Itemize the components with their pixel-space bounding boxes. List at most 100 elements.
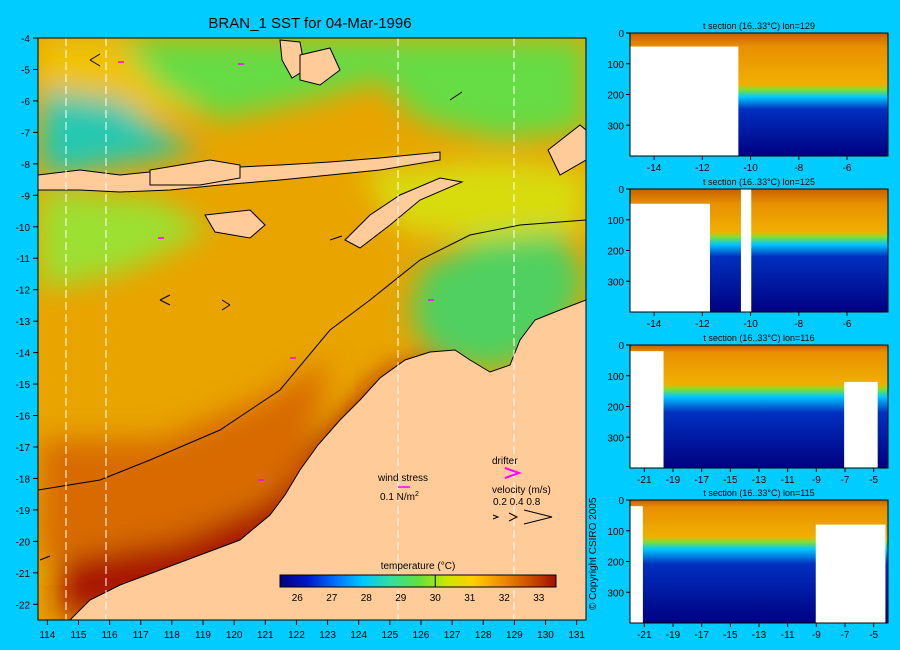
velocity-legend-arrows	[492, 509, 553, 525]
sst-cyan-zone	[40, 90, 200, 175]
colorbar-tick-label: 30	[430, 593, 442, 604]
section-x-tick-label: -17	[694, 630, 709, 641]
velocity-values: 0.2 0.4 0.8	[493, 497, 541, 508]
y-tick-label: -20	[16, 537, 31, 548]
y-tick-label: -12	[16, 286, 31, 297]
section-x-tick-label: -13	[752, 630, 767, 641]
x-tick-label: 126	[413, 630, 430, 641]
colorbar-ramp	[279, 574, 557, 588]
x-tick-label: 120	[226, 630, 243, 641]
section-y-tick-label: 300	[607, 121, 624, 132]
section-x-tick-label: -14	[647, 163, 662, 174]
section-x-tick-label: -7	[841, 475, 850, 486]
x-tick-label: 125	[381, 630, 398, 641]
section-land-mask	[740, 189, 752, 312]
y-tick-label: -15	[16, 380, 31, 391]
section-y-tick-label: 0	[618, 29, 624, 40]
section-x-tick-label: -11	[781, 475, 795, 486]
y-tick-label: -19	[16, 506, 31, 517]
wind-stress-value-text: 0.1 N/m	[380, 492, 415, 503]
section-x-tick-label: -15	[723, 630, 738, 641]
drifter-legend-icon	[504, 467, 522, 479]
section-x-tick-label: -9	[812, 630, 821, 641]
velocity-label: velocity (m/s)	[492, 485, 551, 496]
x-tick-label: 122	[288, 630, 305, 641]
x-tick-label: 116	[102, 630, 118, 641]
y-tick-label: -4	[21, 34, 30, 45]
section-panel-group: t section (16..33°C) lon=129 -14 -12 -10 -8 -…	[607, 21, 889, 641]
x-tick-label: 114	[39, 630, 55, 641]
colorbar-tick-label: 33	[533, 593, 545, 604]
wind-arrows	[39, 53, 463, 561]
colorbar-tick-label: 32	[499, 593, 511, 604]
tanimbar-island	[547, 124, 586, 176]
section-x-tick-label: -10	[743, 163, 758, 174]
section-y-tick-label: 0	[618, 341, 624, 352]
y-tick-label: -11	[16, 254, 30, 265]
wind-arrow	[329, 235, 343, 241]
colorbar-label: temperature (°C)	[381, 561, 456, 572]
section-panel: t section (16..33°C) lon=129 -14 -12 -10 -8 -…	[607, 21, 889, 174]
y-tick-label: -18	[16, 474, 31, 485]
section-title: t section (16..33°C) lon=125	[703, 177, 815, 187]
section-y-tick-label: 100	[607, 372, 624, 383]
section-x-tick-label: -5	[869, 630, 878, 641]
colorbar-tick-label: 31	[464, 593, 476, 604]
section-x-tick-label: -17	[694, 475, 709, 486]
section-y-tick-label: 100	[607, 60, 624, 71]
section-y-tick-label: 0	[618, 185, 624, 196]
map-title: BRAN_1 SST for 04-Mar-1996	[208, 15, 411, 32]
australia-land	[69, 299, 586, 620]
x-tick-label: 118	[164, 630, 180, 641]
section-lines	[65, 38, 515, 620]
section-y-tick-label: 100	[607, 216, 624, 227]
wind-arrow	[89, 53, 101, 67]
sulawesi-south	[279, 39, 306, 79]
section-x-tick-label: -21	[637, 630, 652, 641]
colorbar-ticks: 26 27 28 29 30 31 32 33	[292, 575, 545, 604]
section-x-tick-label: -6	[843, 319, 852, 330]
section-land-mask	[844, 381, 878, 468]
colorbar-tick-label: 27	[326, 593, 338, 604]
x-tick-label: 130	[537, 630, 554, 641]
sst-cool-zone-banda	[40, 38, 586, 140]
drifter-marks	[118, 61, 434, 481]
colorbar-tick-label: 29	[395, 593, 407, 604]
sst-orange-zone	[40, 360, 330, 560]
wind-arrow	[159, 294, 171, 306]
x-tick-label: 129	[506, 630, 523, 641]
y-tick-label: -7	[21, 128, 30, 139]
y-tick-label: -5	[21, 65, 30, 76]
x-tick-label: 115	[71, 630, 87, 641]
section-land-mask	[630, 506, 643, 623]
section-title: t section (16..33°C) lon=116	[703, 333, 814, 343]
map-x-axis: 114 115 116 117 118 119 120 121 122 123 124 125 126 1…	[39, 620, 585, 641]
section-x-tick-label: -7	[841, 630, 850, 641]
y-tick-label: -6	[21, 97, 30, 108]
wind-arrow	[221, 299, 231, 311]
section-x-tick-label: -12	[695, 163, 710, 174]
section-y-tick-label: 100	[607, 527, 624, 538]
section-x-tick-label: -10	[743, 319, 758, 330]
section-y-tick-label: 200	[607, 403, 624, 414]
sst-green-zone-timor	[38, 190, 210, 290]
land-masses	[38, 39, 586, 620]
y-tick-label: -21	[16, 569, 31, 580]
section-title: t section (16..33°C) lon=115	[703, 488, 814, 498]
section-x-tick-label: -19	[666, 630, 681, 641]
colorbar-tick-label: 26	[292, 593, 304, 604]
section-x-tick-label: -8	[794, 163, 803, 174]
sumba-island	[204, 209, 266, 239]
x-tick-label: 121	[257, 630, 274, 641]
section-x-tick-label: -12	[695, 319, 710, 330]
y-tick-label: -13	[16, 317, 31, 328]
section-land-mask	[630, 46, 739, 156]
x-tick-label: 123	[319, 630, 336, 641]
y-tick-label: -10	[16, 223, 31, 234]
sst-yellow-zone-east	[360, 160, 586, 240]
drifter-label: drifter	[492, 456, 518, 467]
bathymetry-contour	[38, 219, 586, 491]
section-x-tick-label: -11	[781, 630, 795, 641]
wind-stress-label: wind stress	[377, 473, 428, 484]
